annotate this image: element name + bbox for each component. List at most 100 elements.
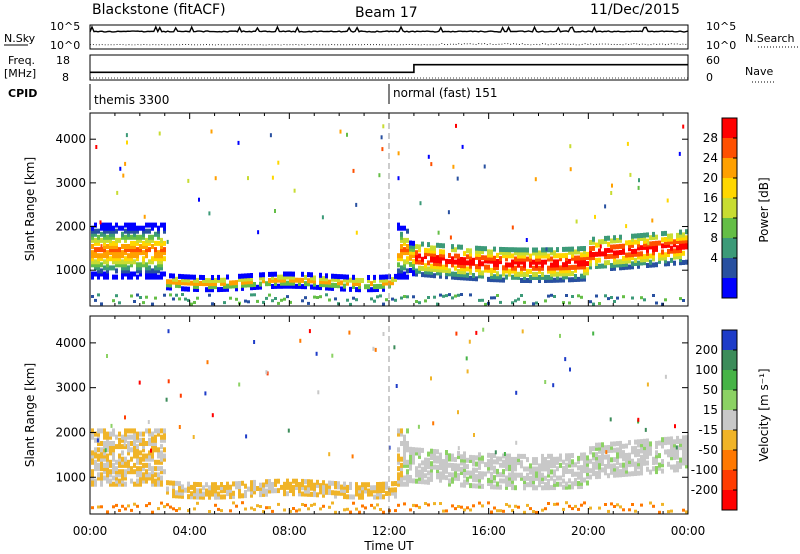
velocity-cell <box>466 464 469 470</box>
velocity-cell <box>616 447 619 453</box>
velocity-cell <box>379 508 382 511</box>
power-cell <box>415 244 418 250</box>
power-cell <box>208 278 211 284</box>
velocity-cell <box>97 466 100 472</box>
power-cell <box>151 234 154 240</box>
power-cell <box>328 285 331 291</box>
velocity-cell <box>505 456 508 462</box>
power-cell <box>652 250 655 256</box>
power-cell <box>670 239 673 245</box>
velocity-speckle <box>211 413 214 418</box>
power-cell <box>451 247 454 253</box>
power-cell <box>118 256 121 262</box>
velocity-cell <box>496 481 499 487</box>
velocity-cell <box>142 472 145 478</box>
power-cell <box>472 273 475 278</box>
velocity-speckle <box>266 371 269 376</box>
velocity-cell <box>319 489 322 495</box>
power-cell <box>682 241 685 247</box>
power-cell <box>412 259 415 265</box>
power-cell <box>298 283 301 289</box>
velocity-cell <box>646 441 649 447</box>
velocity-cell <box>529 507 532 511</box>
velocity-cell <box>328 490 331 495</box>
power-cell <box>514 256 517 262</box>
power-cell <box>481 298 484 302</box>
velocity-cell <box>202 494 205 500</box>
velocity-cell <box>130 456 133 462</box>
velocity-cell <box>313 485 316 491</box>
velocity-cell <box>616 503 619 507</box>
power-cell <box>586 270 589 276</box>
power-cell <box>676 245 679 251</box>
velocity-cell <box>130 428 133 434</box>
velocity-cell <box>661 440 664 446</box>
velocity-cell <box>538 475 541 481</box>
velocity-cell <box>136 481 139 487</box>
velocity-cell <box>382 510 385 514</box>
power-cell <box>331 282 334 288</box>
velocity-cell <box>142 453 145 459</box>
velocity-cell <box>271 509 274 513</box>
velocity-cell <box>223 488 226 494</box>
velocity-colorbar-tick-label: -100 <box>691 463 718 477</box>
velocity-cell <box>457 454 460 460</box>
power-cell <box>115 228 118 234</box>
velocity-speckle <box>592 331 595 336</box>
velocity-cell <box>610 447 613 453</box>
power-cell <box>100 302 103 306</box>
velocity-cell <box>91 434 94 440</box>
velocity-cell <box>274 481 277 487</box>
velocity-cell <box>517 460 520 466</box>
power-speckle <box>575 219 578 224</box>
velocity-xaxis <box>89 316 689 514</box>
power-cell <box>124 244 127 249</box>
power-cell <box>481 273 484 279</box>
nsearch-tick-bottom: 10^0 <box>706 39 736 52</box>
power-cell <box>439 252 442 258</box>
power-cell <box>340 274 343 280</box>
power-cell <box>106 250 109 256</box>
velocity-cell <box>427 479 430 485</box>
power-cell <box>589 252 592 258</box>
velocity-cell <box>97 505 100 509</box>
velocity-cell <box>127 462 130 468</box>
power-cell <box>424 272 427 278</box>
velocity-cell <box>358 491 361 497</box>
power-cell <box>409 240 412 246</box>
power-cell <box>496 259 499 264</box>
velocity-cell <box>604 503 607 506</box>
power-cell <box>169 279 172 285</box>
velocity-cell <box>613 472 616 478</box>
power-speckle <box>666 198 669 203</box>
velocity-cell <box>505 466 508 472</box>
velocity-cell <box>94 459 97 465</box>
power-cell <box>361 278 364 283</box>
velocity-cell <box>283 488 286 493</box>
power-cell <box>112 265 115 271</box>
power-cell <box>613 265 616 271</box>
velocity-cell <box>460 505 463 509</box>
velocity-cell <box>313 489 316 494</box>
velocity-cell <box>586 461 589 467</box>
velocity-cell <box>454 457 457 462</box>
velocity-cell <box>160 428 163 434</box>
power-cell <box>673 260 676 266</box>
velocity-cell <box>592 455 595 461</box>
power-cell <box>673 251 676 257</box>
velocity-cell <box>640 464 643 470</box>
velocity-cell <box>478 455 481 461</box>
velocity-speckle <box>192 435 195 439</box>
power-cell <box>619 234 622 240</box>
velocity-cell <box>607 457 610 463</box>
velocity-cell <box>109 431 112 437</box>
velocity-cell <box>145 472 148 478</box>
velocity-cell <box>436 455 439 461</box>
velocity-cell <box>283 508 286 512</box>
power-cell <box>97 262 100 268</box>
station-title: Blackstone (fitACF) <box>92 2 226 18</box>
velocity-cell <box>349 510 352 514</box>
velocity-cell <box>100 478 103 484</box>
power-cell <box>559 256 562 262</box>
power-cell <box>451 259 454 265</box>
